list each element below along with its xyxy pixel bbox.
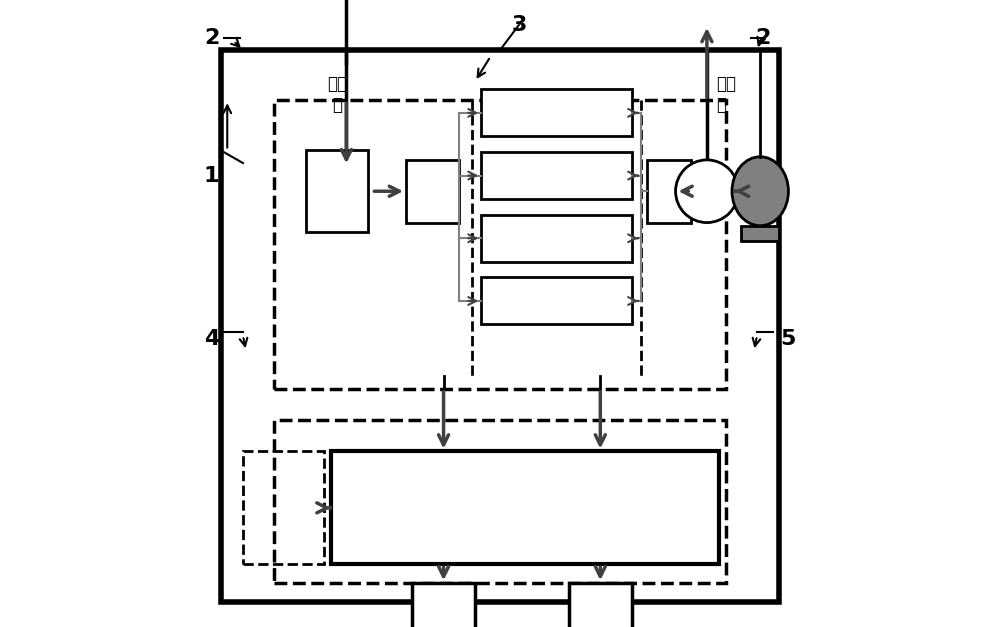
FancyBboxPatch shape [406, 160, 459, 223]
FancyBboxPatch shape [481, 152, 632, 199]
Text: 2: 2 [204, 28, 219, 48]
Text: 5: 5 [781, 329, 796, 349]
Text: 出气
口: 出气 口 [716, 75, 736, 114]
Text: 1: 1 [204, 166, 219, 186]
FancyBboxPatch shape [481, 277, 632, 325]
Bar [274, 420, 726, 583]
Bar [274, 100, 726, 389]
Bar [243, 451, 324, 564]
FancyBboxPatch shape [647, 160, 691, 223]
Ellipse shape [732, 157, 788, 226]
FancyBboxPatch shape [306, 150, 368, 232]
FancyBboxPatch shape [569, 583, 632, 627]
Text: 进气
口: 进气 口 [327, 75, 347, 114]
FancyBboxPatch shape [481, 214, 632, 262]
Text: 3: 3 [511, 15, 526, 35]
FancyBboxPatch shape [221, 50, 779, 602]
FancyBboxPatch shape [741, 226, 779, 241]
Text: 2: 2 [756, 28, 771, 48]
FancyBboxPatch shape [412, 583, 475, 627]
Text: 4: 4 [204, 329, 219, 349]
FancyBboxPatch shape [331, 451, 719, 564]
Circle shape [676, 160, 738, 223]
FancyBboxPatch shape [481, 90, 632, 137]
